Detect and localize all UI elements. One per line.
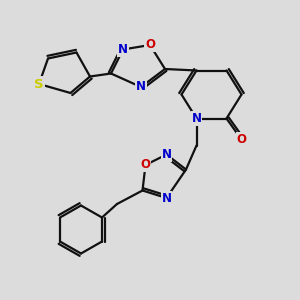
Text: O: O [140,158,151,172]
Text: O: O [236,133,247,146]
Text: N: N [161,148,172,161]
Text: S: S [34,77,44,91]
Text: N: N [161,191,172,205]
Text: O: O [145,38,155,52]
Text: N: N [118,43,128,56]
Text: N: N [191,112,202,125]
Text: N: N [136,80,146,94]
